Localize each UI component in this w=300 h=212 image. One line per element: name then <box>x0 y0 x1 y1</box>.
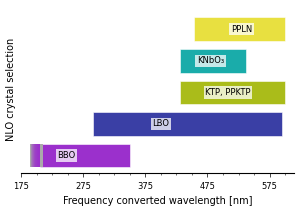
Bar <box>40 144 130 167</box>
Y-axis label: NLO crystal selection: NLO crystal selection <box>6 38 16 141</box>
Text: PPLN: PPLN <box>231 25 252 34</box>
Bar <box>30 144 31 167</box>
X-axis label: Frequency converted wavelength [nm]: Frequency converted wavelength [nm] <box>63 197 253 206</box>
Bar <box>33 144 34 167</box>
Bar <box>38 144 39 167</box>
Bar <box>179 81 285 104</box>
Bar <box>33 144 34 167</box>
Text: BBO: BBO <box>57 151 76 160</box>
Bar <box>32 144 33 167</box>
Bar <box>34 144 35 167</box>
Bar <box>31 144 32 167</box>
Bar <box>194 17 285 41</box>
Text: LBO: LBO <box>152 119 170 128</box>
Bar <box>179 49 246 73</box>
Text: KNbO₃: KNbO₃ <box>197 56 224 65</box>
Bar <box>38 144 39 167</box>
Bar <box>35 144 36 167</box>
Bar <box>35 144 36 167</box>
Bar <box>34 144 35 167</box>
Bar <box>93 112 282 136</box>
Bar <box>36 144 37 167</box>
Bar <box>39 144 40 167</box>
Bar <box>37 144 38 167</box>
Bar <box>37 144 38 167</box>
Bar <box>30 144 43 167</box>
Bar <box>31 144 32 167</box>
Bar <box>36 144 37 167</box>
Bar <box>32 144 33 167</box>
Bar <box>39 144 40 167</box>
Text: KTP, PPKTP: KTP, PPKTP <box>205 88 251 97</box>
